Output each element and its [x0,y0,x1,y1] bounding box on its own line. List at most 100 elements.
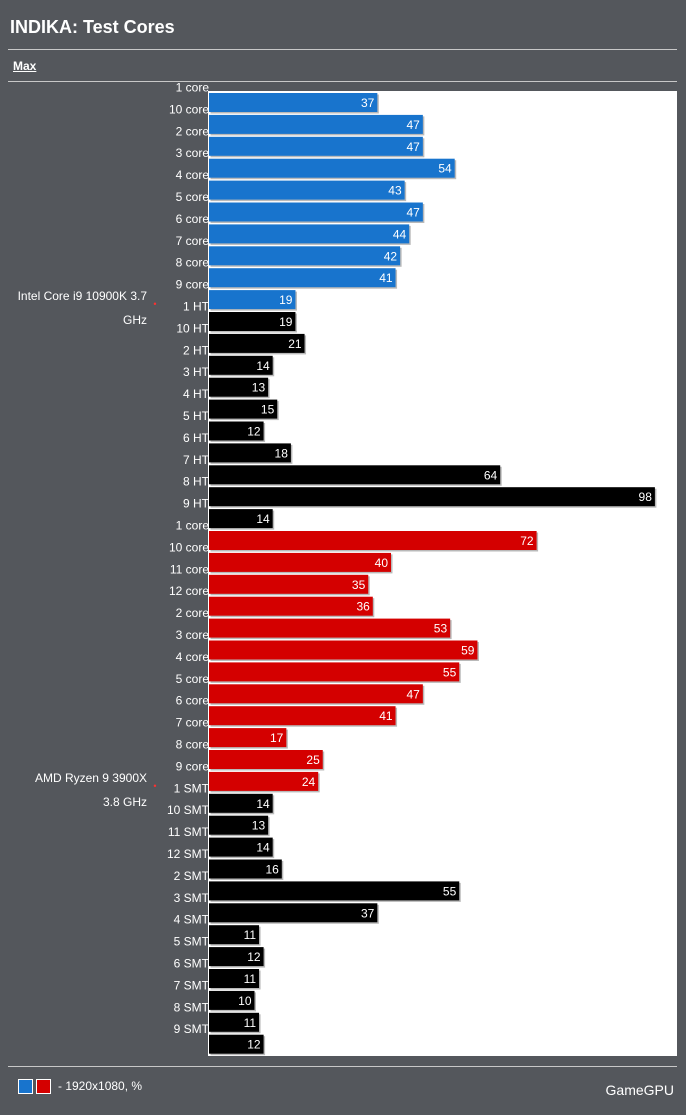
bar [209,377,269,397]
bar [209,333,305,353]
category-label: 11 core [170,562,209,576]
bar [209,443,291,463]
category-label: 5 SMT [174,935,210,949]
data-label: 12 [247,1038,261,1052]
category-label: 2 core [176,124,210,138]
category-label: 5 core [176,190,210,204]
bar [209,947,264,967]
group-marker-icon: • [153,781,156,791]
divider [8,1066,677,1067]
divider [8,81,677,82]
category-label: 5 HT [183,409,210,423]
data-label: 19 [279,293,293,307]
category-label: 1 core [176,81,210,95]
data-label: 24 [302,775,316,789]
category-label: 10 core [169,102,209,116]
data-label: 10 [238,994,252,1008]
legend-swatch-intel [18,1078,33,1094]
data-label: 47 [406,206,420,220]
category-label: 7 core [176,234,210,248]
data-label: 64 [484,468,498,482]
category-label: 10 HT [176,321,209,335]
group-label: AMD Ryzen 9 3900X [35,771,147,785]
data-label: 14 [256,841,270,855]
category-label: 4 SMT [174,913,210,927]
bar [209,202,423,222]
bar [209,421,264,441]
bar [209,552,391,572]
data-label: 40 [375,556,389,570]
bar [209,596,373,616]
group-label: GHz [123,313,147,327]
data-label: 15 [261,403,275,417]
category-label: 6 core [176,694,210,708]
bar [209,618,451,638]
data-label: 14 [256,359,270,373]
bar [209,268,396,288]
category-label: 3 core [176,628,210,642]
data-label: 98 [639,490,653,504]
data-label: 47 [406,140,420,154]
bar [209,793,273,813]
category-label: 3 HT [183,365,210,379]
data-label: 42 [384,249,398,263]
tab-max[interactable]: Max [13,59,37,73]
category-label: 5 core [176,672,210,686]
bar [209,465,501,485]
category-label: 10 core [169,540,209,554]
category-label: 3 SMT [174,891,210,905]
bar [209,487,655,507]
data-label: 18 [275,446,289,460]
group-label: 3.8 GHz [103,795,147,809]
category-label: 6 SMT [174,957,210,971]
bar [209,903,378,923]
category-label: 8 core [176,256,210,270]
data-label: 25 [306,753,320,767]
data-label: 55 [443,665,457,679]
bar [209,1012,260,1032]
divider [8,49,677,50]
bar [209,750,323,769]
data-label: 13 [252,819,266,833]
bar [209,925,260,945]
bar [209,728,287,748]
bar [209,224,410,244]
bar [209,246,401,266]
data-label: 37 [361,906,375,920]
category-label: 2 core [176,606,210,620]
bar [209,706,396,726]
category-label: 8 SMT [174,1000,210,1014]
bar [209,509,273,529]
category-label: 9 core [176,759,210,773]
data-label: 41 [379,271,393,285]
bar [209,859,282,879]
data-label: 19 [279,315,293,329]
group-label: Intel Core i9 10900K 3.7 [18,289,148,303]
data-label: 47 [406,687,420,701]
brand-label: GameGPU [605,1082,674,1098]
data-label: 35 [352,578,366,592]
category-label: 10 SMT [167,803,210,817]
data-label: 37 [361,96,375,110]
category-label: 4 core [176,650,210,664]
data-label: 16 [265,863,279,877]
legend: - 1920x1080, % [18,1078,142,1094]
data-label: 44 [393,227,407,241]
bar [209,158,455,178]
category-label: 1 SMT [174,781,210,795]
category-label: 9 core [176,278,210,292]
data-label: 43 [388,184,402,198]
category-label: 6 HT [183,431,210,445]
category-label: 4 HT [183,387,210,401]
bar [209,640,478,660]
bar [209,881,460,901]
category-label: 12 core [169,584,209,598]
bar [209,815,269,835]
category-label: 8 core [176,738,210,752]
legend-label: - 1920x1080, % [58,1079,143,1093]
bar [209,399,278,419]
data-label: 11 [244,1016,257,1030]
data-label: 11 [244,928,257,942]
data-label: 12 [247,950,261,964]
category-label: 9 SMT [174,1022,210,1036]
